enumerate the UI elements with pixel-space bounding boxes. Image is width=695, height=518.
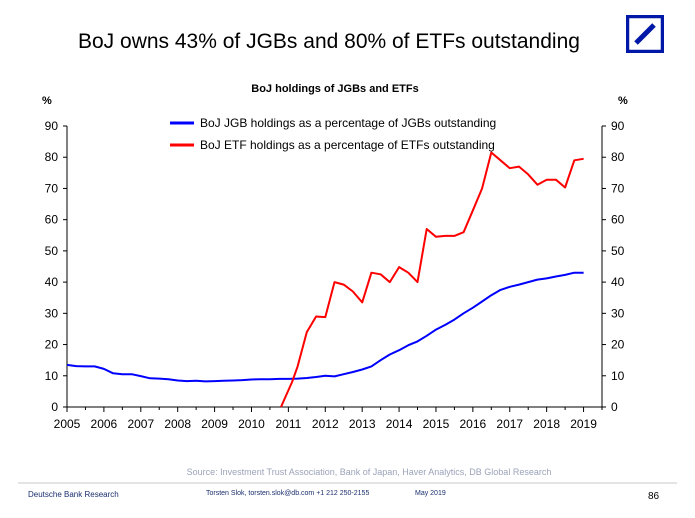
y-tick-label-right: 20	[611, 338, 625, 352]
y-tick-label-left: 40	[45, 275, 59, 289]
deutsche-bank-logo	[626, 15, 664, 53]
y-tick-label-right: 80	[611, 150, 625, 164]
y-tick-label-left: 30	[45, 306, 59, 320]
y-tick-label-left: 10	[45, 369, 59, 383]
x-tick-label: 2010	[238, 417, 265, 431]
x-tick-label: 2018	[533, 417, 560, 431]
x-tick-label: 2009	[201, 417, 228, 431]
x-tick-label: 2019	[570, 417, 597, 431]
footer-brand: Deutsche Bank Research	[28, 490, 119, 499]
legend-label-etf: BoJ ETF holdings as a percentage of ETFs…	[200, 138, 495, 152]
x-tick-label: 2016	[460, 417, 487, 431]
footer-date: May 2019	[415, 490, 446, 497]
y-tick-label-left: 80	[45, 150, 59, 164]
legend-label-jgb: BoJ JGB holdings as a percentage of JGBs…	[200, 116, 496, 130]
x-tick-label: 2011	[275, 417, 301, 431]
y-axis-unit-left: %	[42, 95, 52, 107]
footer-author: Torsten Slok, torsten.slok@db.com +1 212…	[206, 490, 370, 497]
y-tick-label-left: 90	[45, 119, 59, 133]
chart-title: BoJ holdings of JGBs and ETFs	[251, 83, 418, 95]
x-tick-label: 2006	[91, 417, 118, 431]
x-tick-label: 2012	[312, 417, 339, 431]
y-tick-label-left: 60	[45, 213, 59, 227]
x-tick-label: 2013	[349, 417, 376, 431]
y-tick-label-left: 70	[45, 181, 59, 195]
y-tick-label-right: 70	[611, 181, 625, 195]
y-tick-label-right: 90	[611, 119, 625, 133]
y-tick-label-right: 10	[611, 369, 625, 383]
page-number: 86	[648, 491, 660, 502]
y-tick-label-right: 30	[611, 306, 625, 320]
y-tick-label-right: 40	[611, 275, 625, 289]
jgb-series-line	[66, 271, 584, 383]
x-tick-label: 2007	[127, 417, 154, 431]
slide-title: BoJ owns 43% of JGBs and 80% of ETFs out…	[78, 30, 580, 53]
y-tick-label-left: 0	[51, 400, 58, 414]
y-tick-label-right: 60	[611, 213, 625, 227]
y-tick-label-left: 50	[45, 244, 59, 258]
x-tick-label: 2015	[423, 417, 450, 431]
x-tick-label: 2008	[164, 417, 191, 431]
y-tick-label-left: 20	[45, 338, 59, 352]
x-tick-label: 2017	[496, 417, 523, 431]
x-tick-label: 2014	[386, 417, 413, 431]
etf-series-line	[280, 151, 584, 408]
y-tick-label-right: 50	[611, 244, 625, 258]
x-tick-label: 2005	[54, 417, 81, 431]
source-note: Source: Investment Trust Association, Ba…	[187, 467, 552, 477]
y-axis-unit-right: %	[618, 95, 628, 107]
y-tick-label-right: 0	[611, 400, 618, 414]
